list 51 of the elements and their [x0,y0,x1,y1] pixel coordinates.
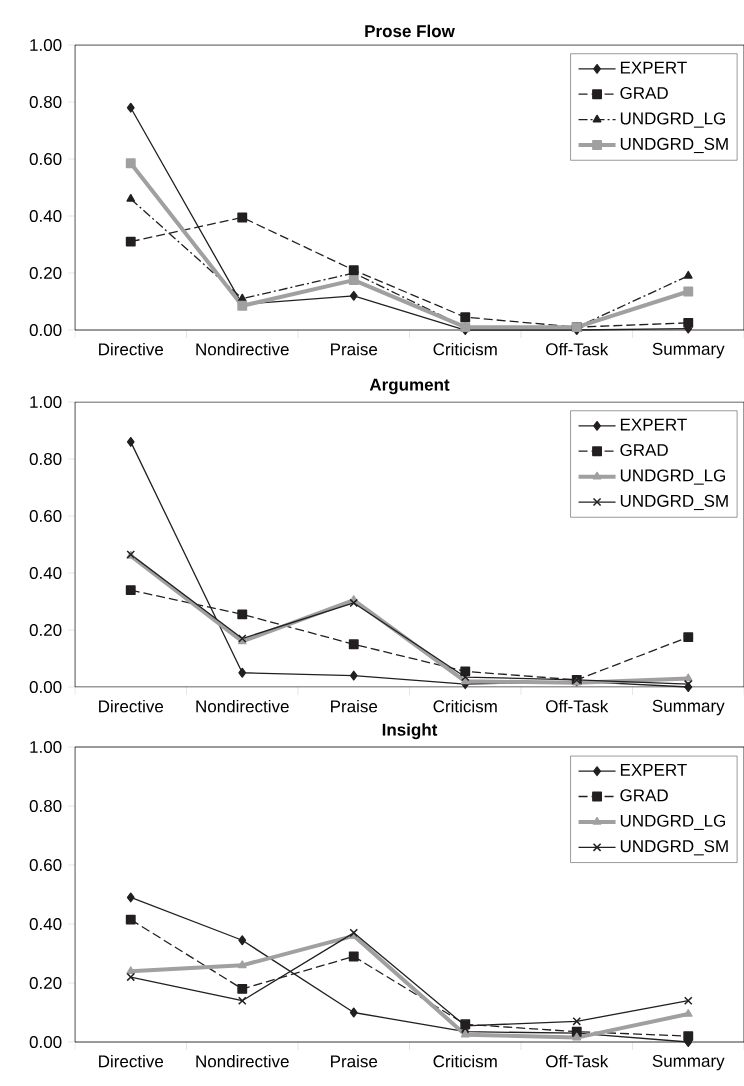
x-tick-label: Praise [331,1054,378,1068]
x-tick-label: Criticism [433,1054,497,1068]
x-tick-label: Off-Task [546,1054,609,1068]
y-tick-label: 0.00 [29,1035,62,1049]
chart-title: Argument [369,378,450,395]
y-tick-label: 0.00 [29,680,62,694]
y-tick-label: 0.60 [29,152,62,166]
y-tick-label: 0.00 [29,323,62,337]
legend-label: EXPERT [620,764,687,776]
x-tick-label: Directive [99,699,164,713]
y-tick-label: 0.80 [29,452,62,466]
x-tick-label: Criticism [433,699,497,713]
x-tick-label: Nondirective [196,1054,289,1068]
chart-title: Insight [382,723,438,740]
legend-label: EXPERT [620,418,687,431]
legend-label: UNDGRD_SM [620,840,728,856]
y-tick-label: 0.40 [29,917,62,931]
legend-label: GRAD [620,789,668,802]
x-tick-label: Nondirective [196,699,289,713]
y-tick-label: 0.20 [29,266,62,280]
legend-label: GRAD [620,86,668,100]
x-tick-label: Criticism [433,342,497,356]
x-tick-label: Praise [331,342,378,356]
x-tick-label: Summary [652,342,725,359]
y-tick-label: 1.00 [30,740,62,754]
y-tick-label: 1.00 [30,38,62,52]
x-tick-label: Summary [652,1054,725,1071]
y-tick-label: 0.60 [29,509,62,523]
x-tick-label: Nondirective [196,342,289,356]
x-tick-label: Directive [99,1054,164,1068]
legend-label: UNDGRD_LG [620,814,725,830]
legend-label: UNDGRD_SM [620,137,728,154]
y-tick-label: 0.80 [29,799,62,813]
y-tick-label: 0.60 [29,858,62,872]
y-tick-label: 0.20 [29,623,62,637]
y-tick-label: 0.20 [29,976,62,990]
x-tick-label: Praise [331,699,378,713]
y-tick-label: 0.40 [29,209,62,223]
y-tick-label: 0.40 [29,566,62,580]
x-tick-label: Directive [99,342,164,356]
x-tick-label: Summary [652,699,725,716]
legend-label: UNDGRD_SM [620,494,728,511]
y-tick-label: 1.00 [30,395,62,409]
y-tick-label: 0.80 [29,95,62,109]
x-tick-label: Off-Task [546,342,609,356]
x-tick-label: Off-Task [546,699,609,713]
legend-label: UNDGRD_LG [620,469,725,485]
legend-label: UNDGRD_LG [620,112,725,128]
legend-label: GRAD [620,444,668,457]
legend-label: EXPERT [620,61,687,74]
chart-title: Prose Flow [365,24,455,38]
